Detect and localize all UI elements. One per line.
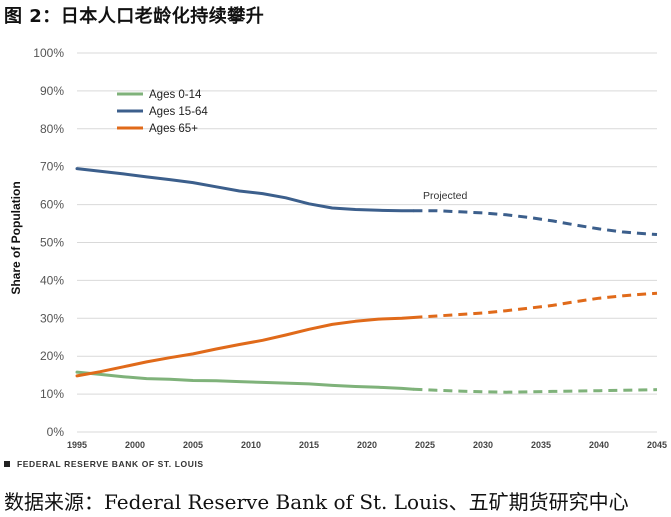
x-tick-label: 2035 <box>531 440 551 450</box>
figure-title: 图 2：日本人口老龄化持续攀升 <box>4 6 265 27</box>
footer-note: FEDERAL RESERVE BANK OF ST. LOUIS <box>17 459 204 469</box>
y-tick-label: 20% <box>40 349 64 363</box>
x-tick-label: 2015 <box>299 440 319 450</box>
y-tick-label: 80% <box>40 122 64 136</box>
series-line-projected-0 <box>413 387 658 394</box>
series-line-projected-1 <box>413 209 658 236</box>
y-axis-ticks: 0% 10% 20% 30% 40% 50% 60% 70% 80% 90% 100% <box>33 46 64 439</box>
legend-label: Ages 65+ <box>149 123 198 135</box>
y-tick-label: 30% <box>40 311 64 325</box>
y-tick-label: 70% <box>40 160 64 174</box>
y-tick-label: 50% <box>40 236 64 250</box>
legend-label: Ages 0-14 <box>149 89 202 101</box>
series-lines <box>75 167 658 394</box>
x-tick-label: 2030 <box>473 440 493 450</box>
y-tick-label: 10% <box>40 387 64 401</box>
y-tick-label: 60% <box>40 198 64 212</box>
x-tick-label: 2000 <box>125 440 145 450</box>
x-axis-ticks: 1995 2000 2005 2010 2015 2020 2025 2030 2035 2040… <box>67 440 667 450</box>
series-line-historical-0 <box>75 370 415 391</box>
x-tick-label: 1995 <box>67 440 87 450</box>
y-axis-label: Share of Population <box>9 181 23 294</box>
legend: Ages 0-14 Ages 15-64 Ages 65+ <box>117 89 208 135</box>
y-tick-label: 100% <box>33 46 64 60</box>
x-tick-label: 2005 <box>183 440 203 450</box>
x-tick-label: 2045 <box>647 440 667 450</box>
x-tick-label: 2040 <box>589 440 609 450</box>
x-tick-label: 2025 <box>415 440 435 450</box>
line-chart: 0% 10% 20% 30% 40% 50% 60% 70% 80% 90% 100% 1995 20… <box>4 46 667 469</box>
y-tick-label: 0% <box>47 425 65 439</box>
source-note: 数据来源：Federal Reserve Bank of St. Louis、五… <box>4 490 629 514</box>
y-tick-label: 90% <box>40 84 64 98</box>
series-line-historical-1 <box>75 167 415 213</box>
x-tick-label: 2020 <box>357 440 377 450</box>
legend-label: Ages 15-64 <box>149 106 208 118</box>
y-tick-label: 40% <box>40 273 64 287</box>
series-line-historical-2 <box>75 316 415 378</box>
projected-annotation: Projected <box>423 190 468 202</box>
x-tick-label: 2010 <box>241 440 261 450</box>
series-line-projected-2 <box>413 291 658 319</box>
footer-square <box>4 461 10 467</box>
